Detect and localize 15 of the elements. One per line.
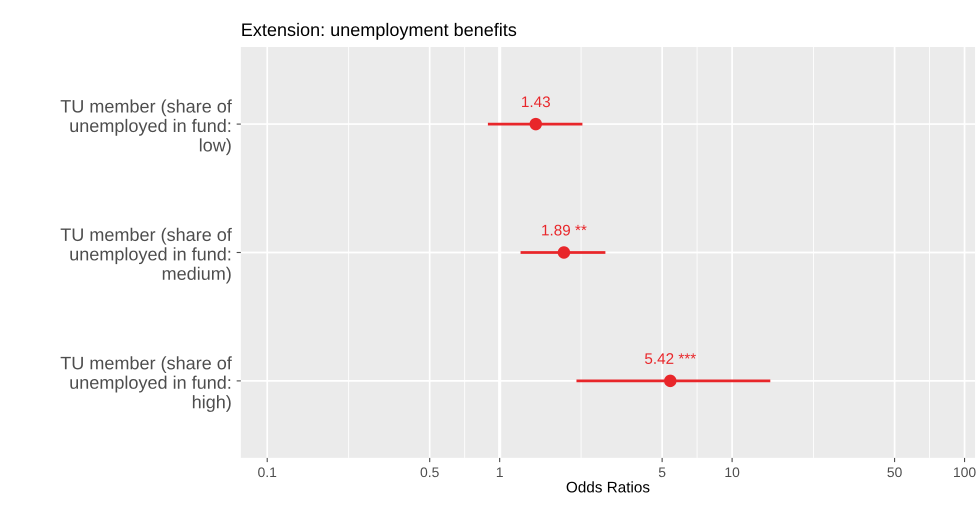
data-label: 1.89 **: [542, 224, 587, 236]
y-tick-label: TU member (share of unemployed in fund: high): [60, 356, 232, 412]
x-axis-title: Odds Ratios: [566, 481, 650, 493]
x-tick-label: 0.1: [258, 467, 276, 478]
x-tick-label: 0.5: [420, 467, 439, 478]
data-label: 1.43: [522, 96, 550, 108]
x-tick-label: 5: [658, 467, 666, 478]
x-tick-label: 100: [954, 467, 976, 478]
x-tick-label: 1: [496, 467, 503, 478]
y-tick-label: TU member (share of unemployed in fund: medium): [60, 228, 232, 284]
y-tick-label: TU member (share of unemployed in fund: low): [60, 99, 232, 156]
data-label: 5.42 ***: [644, 353, 696, 364]
chart-title: Extension: unemployment benefits: [242, 22, 516, 40]
x-tick-label: 10: [725, 467, 740, 478]
x-tick-label: 50: [887, 467, 902, 478]
